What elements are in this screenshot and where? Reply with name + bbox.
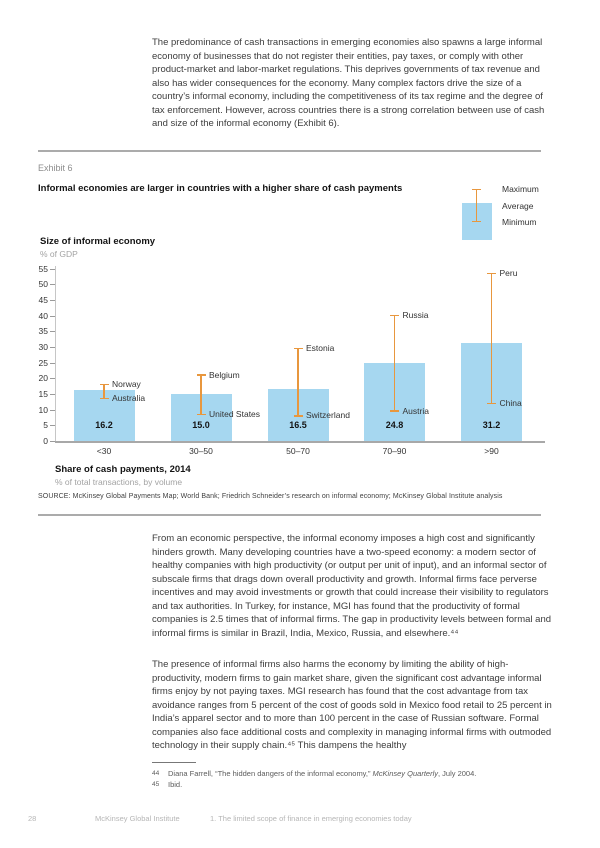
country-label-min: Austria xyxy=(402,405,429,416)
x-category-label: 50–70 xyxy=(286,446,310,456)
y-tick-label: 10 xyxy=(38,404,48,415)
x-category-label: >90 xyxy=(484,446,499,456)
footnote-44-journal: McKinsey Quarterly xyxy=(372,769,438,778)
country-label-min: Australia xyxy=(112,393,146,404)
footnote-44-suffix: , July 2004. xyxy=(437,769,477,778)
x-axis-subtitle: % of total transactions, by volume xyxy=(55,477,183,487)
error-bar-min-cap-icon xyxy=(99,397,109,400)
legend-error-bar xyxy=(475,189,477,222)
exhibit-label: Exhibit 6 xyxy=(38,163,73,173)
error-bar xyxy=(200,375,202,415)
y-axis-subtitle: % of GDP xyxy=(40,249,78,259)
error-bar-min-cap-icon xyxy=(390,410,399,412)
y-tick-label: 25 xyxy=(38,357,48,368)
y-tick-label: 50 xyxy=(38,279,48,290)
intro-paragraph: The predominance of cash transactions in… xyxy=(152,37,545,129)
y-tick-mark xyxy=(50,378,55,380)
x-axis-line xyxy=(55,441,545,443)
legend-min-cap-icon xyxy=(471,220,481,222)
bar-value-label: 31.2 xyxy=(482,420,501,430)
error-bar-min-cap-icon xyxy=(293,415,303,417)
y-tick-label: 15 xyxy=(38,389,48,399)
body-paragraph-informal-firms: The presence of informal firms also harm… xyxy=(152,659,552,751)
footnote-separator xyxy=(152,762,196,763)
footnote-44-text: Diana Farrell, “The hidden dangers of th… xyxy=(168,769,373,778)
y-tick-mark xyxy=(50,300,55,301)
error-bar-min-cap-icon xyxy=(487,402,496,405)
country-label-min: Switzerland xyxy=(306,410,350,421)
footer-chapter: 1. The limited scope of finance in emerg… xyxy=(210,814,412,823)
exhibit-title: Informal economies are larger in countri… xyxy=(38,183,403,194)
x-axis-title: Share of cash payments, 2014 xyxy=(55,464,191,475)
footer-institute: McKinsey Global Institute xyxy=(95,814,180,823)
country-label-max: Russia xyxy=(402,310,429,321)
y-tick-mark xyxy=(50,425,55,427)
bar-value-label: 16.2 xyxy=(95,420,113,430)
y-tick-mark xyxy=(50,409,55,411)
footnote-44: 44 Diana Farrell, “The hidden dangers of … xyxy=(152,768,562,779)
error-bar-max-cap-icon xyxy=(487,272,496,275)
y-tick-mark xyxy=(50,268,55,270)
country-label-max: Peru xyxy=(499,267,518,278)
country-label-max: Belgium xyxy=(209,369,240,380)
error-bar xyxy=(490,273,493,404)
legend-label-maximum: Maximum xyxy=(502,184,539,194)
footnote-45: 45 Ibid. xyxy=(152,779,562,790)
y-axis-line xyxy=(55,265,56,441)
error-bar xyxy=(393,315,396,412)
error-bar-min-cap-icon xyxy=(196,413,206,416)
y-tick-mark xyxy=(50,362,55,364)
error-bar-max-cap-icon xyxy=(99,383,109,386)
error-bar xyxy=(297,348,299,416)
country-label-min: China xyxy=(499,397,522,408)
y-tick-mark xyxy=(50,347,55,348)
country-label-min: United States xyxy=(209,408,261,419)
y-tick-label: 45 xyxy=(38,295,48,305)
y-tick-label: 55 xyxy=(38,263,48,274)
error-bar-max-cap-icon xyxy=(293,347,303,350)
legend-max-cap-icon xyxy=(471,188,481,190)
source-line: SOURCE: McKinsey Global Payments Map; Wo… xyxy=(38,493,503,500)
y-tick-mark xyxy=(50,331,55,333)
y-tick-mark xyxy=(50,394,55,395)
error-bar xyxy=(103,384,105,399)
exhibit-top-rule xyxy=(38,150,541,152)
footnote-45-text: Ibid. xyxy=(168,780,183,789)
bar-value-label: 15.0 xyxy=(192,420,210,430)
legend-label-minimum: Minimum xyxy=(502,217,537,227)
footnote-45-number: 45 xyxy=(152,781,160,788)
footer-page-number: 28 xyxy=(28,814,37,823)
exhibit-bottom-rule xyxy=(38,514,541,516)
legend-label-average: Average xyxy=(502,201,534,211)
y-tick-mark xyxy=(50,315,55,317)
x-category-label: <30 xyxy=(96,446,112,456)
country-label-max: Norway xyxy=(112,379,141,390)
y-tick-label: 30 xyxy=(38,342,48,352)
y-tick-label: 40 xyxy=(38,310,48,321)
x-category-label: 70–90 xyxy=(382,446,407,456)
y-tick-mark xyxy=(50,441,55,442)
informal-economy-bar-chart: 0 5 10 15 20 25 30 35 40 45 50 55 16.2 Norway Australi… xyxy=(0,262,600,462)
x-category-label: 30–50 xyxy=(189,446,213,456)
y-tick-label: 0 xyxy=(43,436,48,446)
y-tick-label: 5 xyxy=(43,420,48,431)
error-bar-max-cap-icon xyxy=(390,314,399,317)
body-paragraph-economic-perspective: From an economic perspective, the inform… xyxy=(152,533,552,639)
y-tick-mark xyxy=(50,284,55,286)
error-bar-max-cap-icon xyxy=(196,374,206,376)
country-label-max: Estonia xyxy=(306,343,335,354)
bar-value-label: 16.5 xyxy=(289,420,307,430)
y-axis-title: Size of informal economy xyxy=(40,236,156,247)
bar-value-label: 24.8 xyxy=(385,420,404,430)
y-tick-label: 35 xyxy=(38,326,48,337)
y-tick-label: 20 xyxy=(38,373,48,384)
footnote-44-number: 44 xyxy=(152,770,160,777)
